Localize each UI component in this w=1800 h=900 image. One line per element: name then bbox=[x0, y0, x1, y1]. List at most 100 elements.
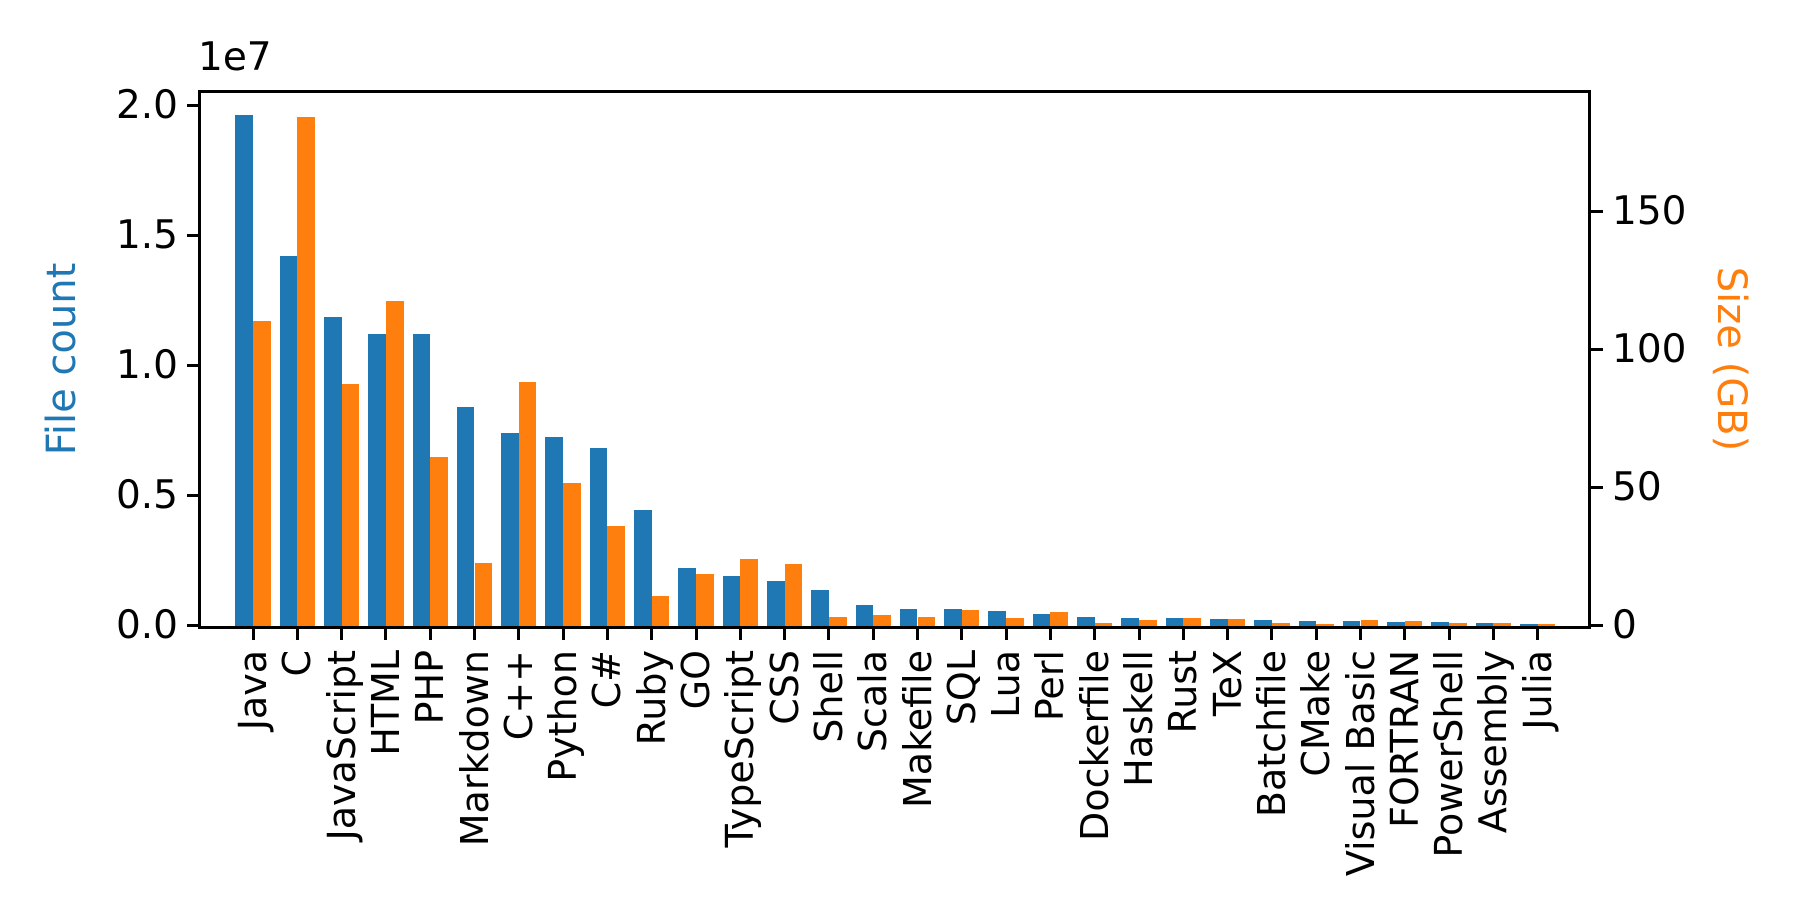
x-tick-label-text: FORTRAN bbox=[1382, 650, 1427, 828]
y-tick-mark-right bbox=[1590, 209, 1603, 213]
x-tick-label: FORTRAN bbox=[1382, 650, 1427, 832]
file-count-bar bbox=[1342, 621, 1361, 627]
axis-offset-label: 1e7 bbox=[198, 35, 272, 80]
size-bar bbox=[385, 300, 404, 627]
x-tick-mark bbox=[1270, 629, 1274, 640]
x-tick-mark bbox=[428, 629, 432, 640]
y-tick-label-left: 1.0 bbox=[115, 342, 178, 388]
x-tick-label-text: Shell bbox=[806, 650, 851, 743]
x-tick-label-text: Makefile bbox=[895, 650, 940, 808]
x-tick-mark bbox=[916, 629, 919, 640]
file-count-bar bbox=[944, 608, 962, 627]
size-bar bbox=[740, 558, 758, 627]
x-tick-mark bbox=[1314, 629, 1318, 640]
x-tick-mark bbox=[650, 629, 654, 640]
size-bar bbox=[784, 564, 803, 627]
y-tick-mark-left bbox=[187, 363, 200, 367]
size-bar bbox=[651, 596, 670, 627]
y-tick-label-left: 2.0 bbox=[115, 82, 178, 128]
bottom-spine bbox=[198, 626, 1591, 629]
x-tick-label: CSS bbox=[763, 650, 807, 729]
y-tick-mark-right bbox=[1590, 347, 1603, 351]
x-tick-mark bbox=[1093, 629, 1097, 640]
x-tick-label: TeX bbox=[1206, 650, 1250, 720]
size-bar bbox=[961, 610, 980, 627]
x-tick-mark bbox=[473, 629, 476, 640]
x-tick-mark bbox=[1536, 629, 1540, 640]
x-tick-mark bbox=[561, 629, 565, 640]
x-tick-label-text: CMake bbox=[1294, 650, 1339, 777]
file-count-bar bbox=[766, 580, 785, 627]
x-tick-label-text: Scala bbox=[851, 650, 896, 753]
x-tick-label: PowerShell bbox=[1427, 650, 1472, 862]
x-tick-mark bbox=[871, 629, 875, 640]
x-tick-label: GO bbox=[674, 650, 718, 713]
file-count-bar bbox=[1165, 617, 1184, 627]
x-tick-label-text: Visual Basic bbox=[1338, 650, 1383, 877]
file-count-bar bbox=[545, 436, 564, 627]
size-bar bbox=[1139, 619, 1157, 627]
x-tick-label-text: TypeScript bbox=[718, 650, 763, 848]
size-bar bbox=[1360, 619, 1379, 627]
size-bar bbox=[1316, 623, 1334, 627]
x-tick-label: Dockerfile bbox=[1073, 650, 1117, 845]
x-tick-label: Ruby bbox=[630, 650, 674, 749]
x-tick-label: Makefile bbox=[895, 650, 940, 812]
size-bar bbox=[297, 117, 315, 627]
right-axis-title: Size (GB) bbox=[1708, 266, 1754, 452]
x-tick-mark bbox=[960, 629, 964, 640]
x-tick-label-text: Markdown bbox=[452, 650, 497, 847]
size-bar bbox=[1493, 622, 1512, 627]
file-count-bar bbox=[722, 575, 741, 627]
x-tick-label-text: PHP bbox=[408, 650, 453, 725]
y-tick-label-left: 0.5 bbox=[115, 472, 178, 518]
x-tick-label: C++ bbox=[497, 650, 541, 744]
file-count-bar bbox=[899, 608, 918, 627]
size-bar bbox=[828, 616, 847, 627]
x-tick-label: JavaScript bbox=[320, 650, 364, 844]
file-count-bar bbox=[855, 605, 874, 627]
x-tick-label: SQL bbox=[939, 650, 984, 729]
y-tick-label-right: 50 bbox=[1612, 464, 1662, 510]
x-tick-label: Python bbox=[541, 650, 585, 786]
y-tick-mark-left bbox=[187, 623, 200, 627]
x-tick-mark bbox=[1447, 629, 1451, 640]
x-tick-mark bbox=[1226, 629, 1230, 640]
size-bar bbox=[1271, 623, 1290, 627]
x-tick-label-text: SQL bbox=[939, 650, 984, 726]
x-tick-label: CMake bbox=[1294, 650, 1339, 781]
x-tick-mark bbox=[384, 629, 388, 640]
x-tick-label: TypeScript bbox=[718, 650, 763, 852]
x-tick-label: Julia bbox=[1516, 650, 1560, 734]
x-tick-label: Assembly bbox=[1471, 650, 1515, 837]
y-tick-mark-left bbox=[187, 233, 200, 237]
size-bar bbox=[873, 614, 891, 627]
size-bar bbox=[1094, 622, 1113, 627]
size-bar bbox=[518, 382, 537, 627]
x-tick-mark bbox=[295, 629, 299, 640]
size-bar bbox=[563, 482, 581, 627]
x-tick-label-text: PowerShell bbox=[1427, 650, 1472, 858]
file-count-bar bbox=[323, 316, 342, 627]
x-tick-mark bbox=[605, 629, 609, 640]
x-tick-mark bbox=[517, 629, 521, 640]
file-count-bar bbox=[1077, 616, 1095, 627]
size-bar bbox=[1404, 620, 1423, 627]
y-tick-label-right: 100 bbox=[1612, 326, 1687, 372]
x-tick-label: Haskell bbox=[1117, 650, 1161, 791]
x-tick-label-text: C bbox=[275, 650, 320, 677]
x-tick-mark bbox=[694, 629, 698, 640]
size-bar bbox=[917, 617, 936, 627]
size-bar bbox=[1227, 618, 1246, 627]
right-spine bbox=[1588, 90, 1591, 629]
size-bar bbox=[1183, 617, 1201, 627]
y-tick-mark-right bbox=[1590, 623, 1603, 627]
file-count-bar bbox=[988, 610, 1007, 627]
size-bar bbox=[474, 562, 493, 627]
x-tick-mark bbox=[1403, 629, 1407, 640]
x-tick-mark bbox=[783, 629, 787, 640]
x-tick-label-text: Lua bbox=[984, 650, 1029, 718]
size-bar bbox=[1449, 623, 1467, 627]
file-count-bar bbox=[1520, 623, 1538, 627]
